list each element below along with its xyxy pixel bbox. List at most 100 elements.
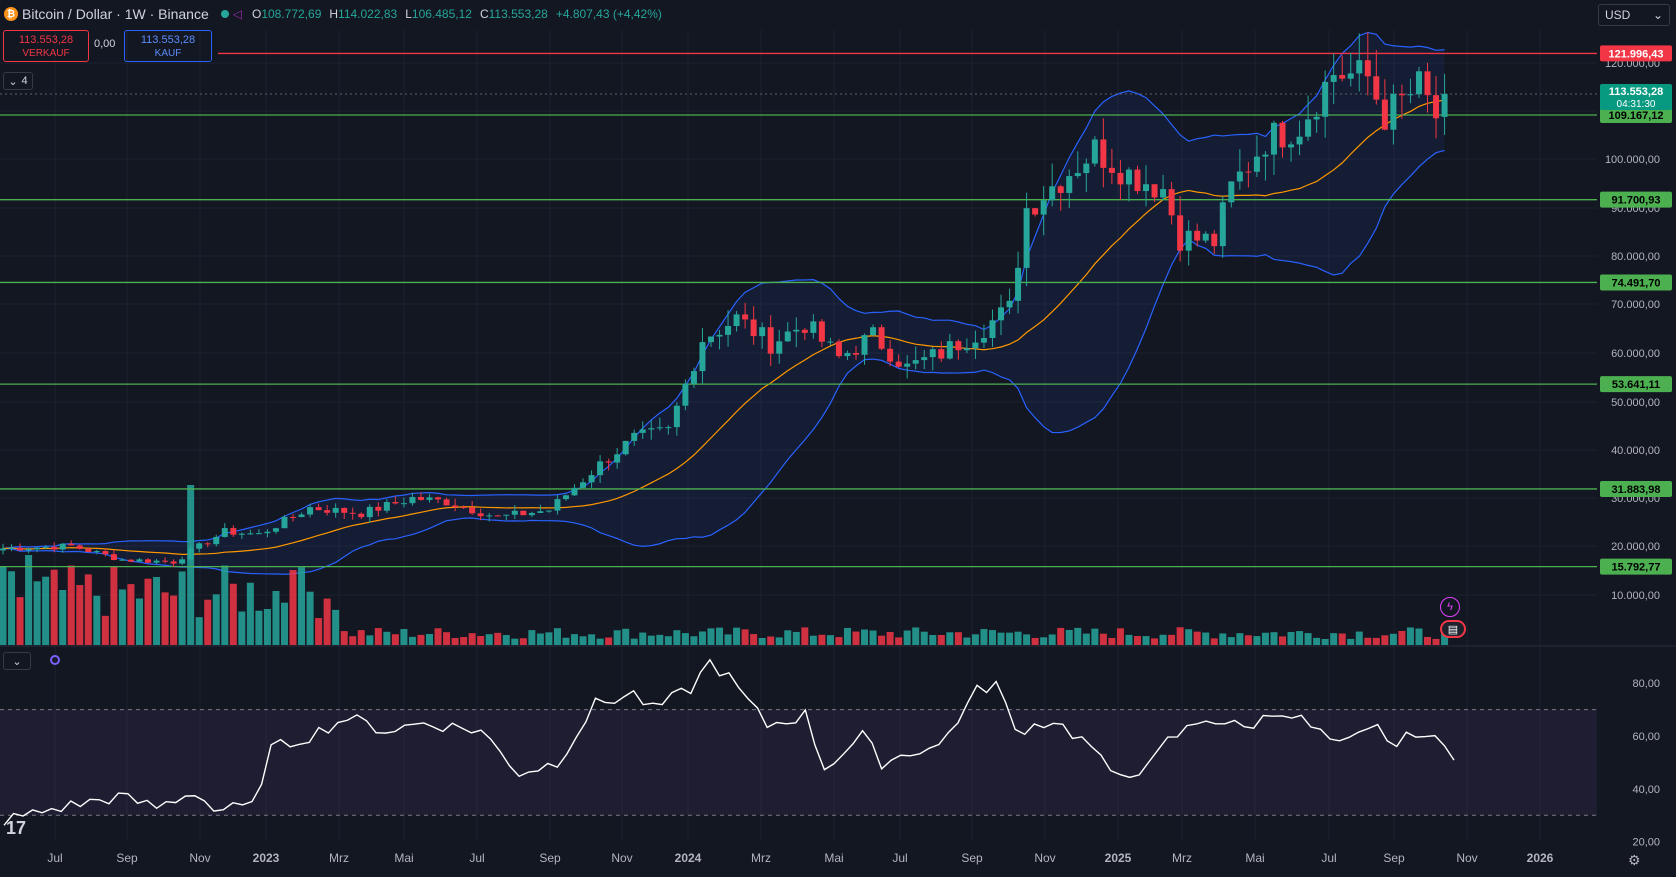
candle-body xyxy=(315,507,322,511)
candle-body xyxy=(51,546,58,550)
candle-body xyxy=(85,548,92,552)
indicator-flow-icon[interactable]: ◁ xyxy=(232,7,242,21)
gear-icon[interactable]: ⚙ xyxy=(1628,852,1641,868)
candlestick-series xyxy=(0,32,1448,568)
volume-bar xyxy=(852,631,860,645)
candle-body xyxy=(707,336,714,343)
candle-body xyxy=(1143,184,1150,192)
candle-body xyxy=(716,334,723,337)
tradingview-logo-icon[interactable]: 17 xyxy=(6,818,27,838)
volume-bar xyxy=(1202,632,1210,645)
us-flag-icon[interactable]: ▤ xyxy=(1440,620,1466,638)
volume-bar xyxy=(366,635,374,645)
candle-body xyxy=(170,561,177,564)
candle-body xyxy=(281,516,288,529)
candle-body xyxy=(1185,230,1192,251)
volume-bar xyxy=(76,585,84,645)
candle-body xyxy=(998,307,1005,321)
candle-body xyxy=(162,560,169,562)
volume-bar xyxy=(1031,637,1039,645)
volume-bar xyxy=(988,630,996,645)
candle-body xyxy=(776,341,783,354)
volume-bar xyxy=(792,631,800,645)
candle-body xyxy=(307,507,314,515)
candle-body xyxy=(545,510,552,512)
volume-bar xyxy=(929,634,937,645)
volume-bar xyxy=(391,634,399,645)
rsi-collapse-button[interactable]: ⌄ xyxy=(3,652,31,670)
volume-bar xyxy=(536,633,544,645)
volume-bar xyxy=(1210,638,1218,645)
symbol-title[interactable]: Bitcoin / Dollar · 1W · Binance xyxy=(22,6,209,22)
volume-bar xyxy=(212,594,220,645)
candle-body xyxy=(1151,184,1158,198)
candle-body xyxy=(255,533,262,535)
rsi-band-fill xyxy=(0,709,1597,816)
candle-body xyxy=(648,428,655,430)
rsi-axis-label: 80,00 xyxy=(1632,678,1660,690)
sell-button[interactable]: 113.553,28 VERKAUF xyxy=(3,30,89,62)
candle-body xyxy=(767,327,774,354)
volume-bar xyxy=(681,633,689,645)
indicators-toggle-button[interactable]: ⌄ 4 xyxy=(3,72,33,90)
candle-body xyxy=(426,497,433,500)
rsi-indicator-icon[interactable] xyxy=(50,655,60,665)
volume-bar xyxy=(485,634,493,645)
candle-body xyxy=(904,363,911,367)
currency-select[interactable]: USD ⌄ xyxy=(1598,4,1670,26)
time-axis-label: Sep xyxy=(116,851,138,865)
candle-body xyxy=(0,548,6,551)
candle-body xyxy=(452,505,459,508)
volume-bar xyxy=(357,630,365,645)
candle-body xyxy=(622,440,629,455)
volume-bar xyxy=(809,635,817,645)
volume-bar xyxy=(895,637,903,645)
candle-body xyxy=(810,321,817,333)
candle-body xyxy=(801,329,808,333)
candle-body xyxy=(221,528,228,537)
candle-body xyxy=(963,348,970,351)
volume-bars xyxy=(0,485,1449,645)
candle-body xyxy=(597,461,604,476)
volume-bar xyxy=(946,632,954,645)
countdown-tag: 04:31:30 xyxy=(1617,99,1656,110)
volume-bar xyxy=(553,628,561,645)
rsi-axis-label: 20,00 xyxy=(1632,837,1660,849)
candle-body xyxy=(477,513,484,517)
price-change: +4.807,43 (+4,42%) xyxy=(555,7,662,21)
volume-bar xyxy=(460,637,468,645)
price-axis-label: 20.000,00 xyxy=(1611,541,1660,553)
candle-body xyxy=(1305,119,1312,137)
buy-button[interactable]: 113.553,28 KAUF xyxy=(124,30,212,62)
flash-icon[interactable]: ϟ xyxy=(1440,597,1460,617)
candle-body xyxy=(537,511,544,513)
volume-bar xyxy=(698,631,706,645)
candle-body xyxy=(520,510,527,516)
volume-bar xyxy=(1381,635,1389,645)
candle-body xyxy=(1117,172,1124,185)
candle-body xyxy=(153,560,160,563)
time-axis-label: 2023 xyxy=(253,851,280,865)
candle-body xyxy=(375,506,382,511)
level-price-tag-bg xyxy=(1600,376,1672,393)
ohlc-low: L106.485,12 xyxy=(405,7,472,21)
volume-bar xyxy=(1082,633,1090,645)
candle-body xyxy=(1202,233,1209,241)
candle-body xyxy=(1236,171,1243,182)
volume-bar xyxy=(741,629,749,645)
volume-bar xyxy=(238,611,246,645)
price-axis-label: 40.000,00 xyxy=(1611,445,1660,457)
candle-body xyxy=(1330,74,1337,82)
volume-bar xyxy=(1176,627,1184,645)
price-axis-label: 80.000,00 xyxy=(1611,251,1660,263)
candle-body xyxy=(673,405,680,428)
sell-label: VERKAUF xyxy=(22,48,70,59)
volume-bar xyxy=(937,634,945,645)
volume-bar xyxy=(255,610,263,645)
candle-body xyxy=(435,497,442,500)
candle-body xyxy=(469,507,476,514)
volume-bar xyxy=(733,627,741,645)
volume-bar xyxy=(195,617,203,645)
symbol-header: ₿ Bitcoin / Dollar · 1W · Binance ◁ O108… xyxy=(4,4,662,24)
